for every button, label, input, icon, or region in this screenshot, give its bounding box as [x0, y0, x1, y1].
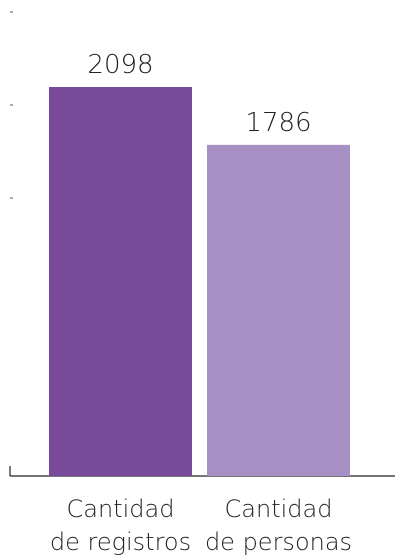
bar-1	[49, 87, 192, 476]
category-label-2-line-2: de personas	[205, 528, 352, 556]
bar-2	[207, 144, 350, 477]
category-label-1-line-1: Cantidad	[67, 495, 175, 523]
category-label-1-line-2: de registros	[50, 528, 191, 556]
data-label-1: 2098	[87, 50, 153, 80]
category-label-2-line-1: Cantidad	[225, 495, 333, 523]
data-label-2: 1786	[245, 108, 311, 138]
